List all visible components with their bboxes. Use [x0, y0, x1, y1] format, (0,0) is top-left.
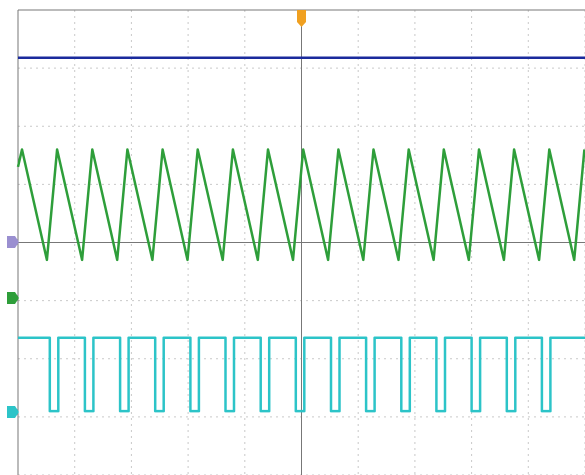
scope-screen	[0, 0, 585, 475]
background	[0, 0, 585, 475]
